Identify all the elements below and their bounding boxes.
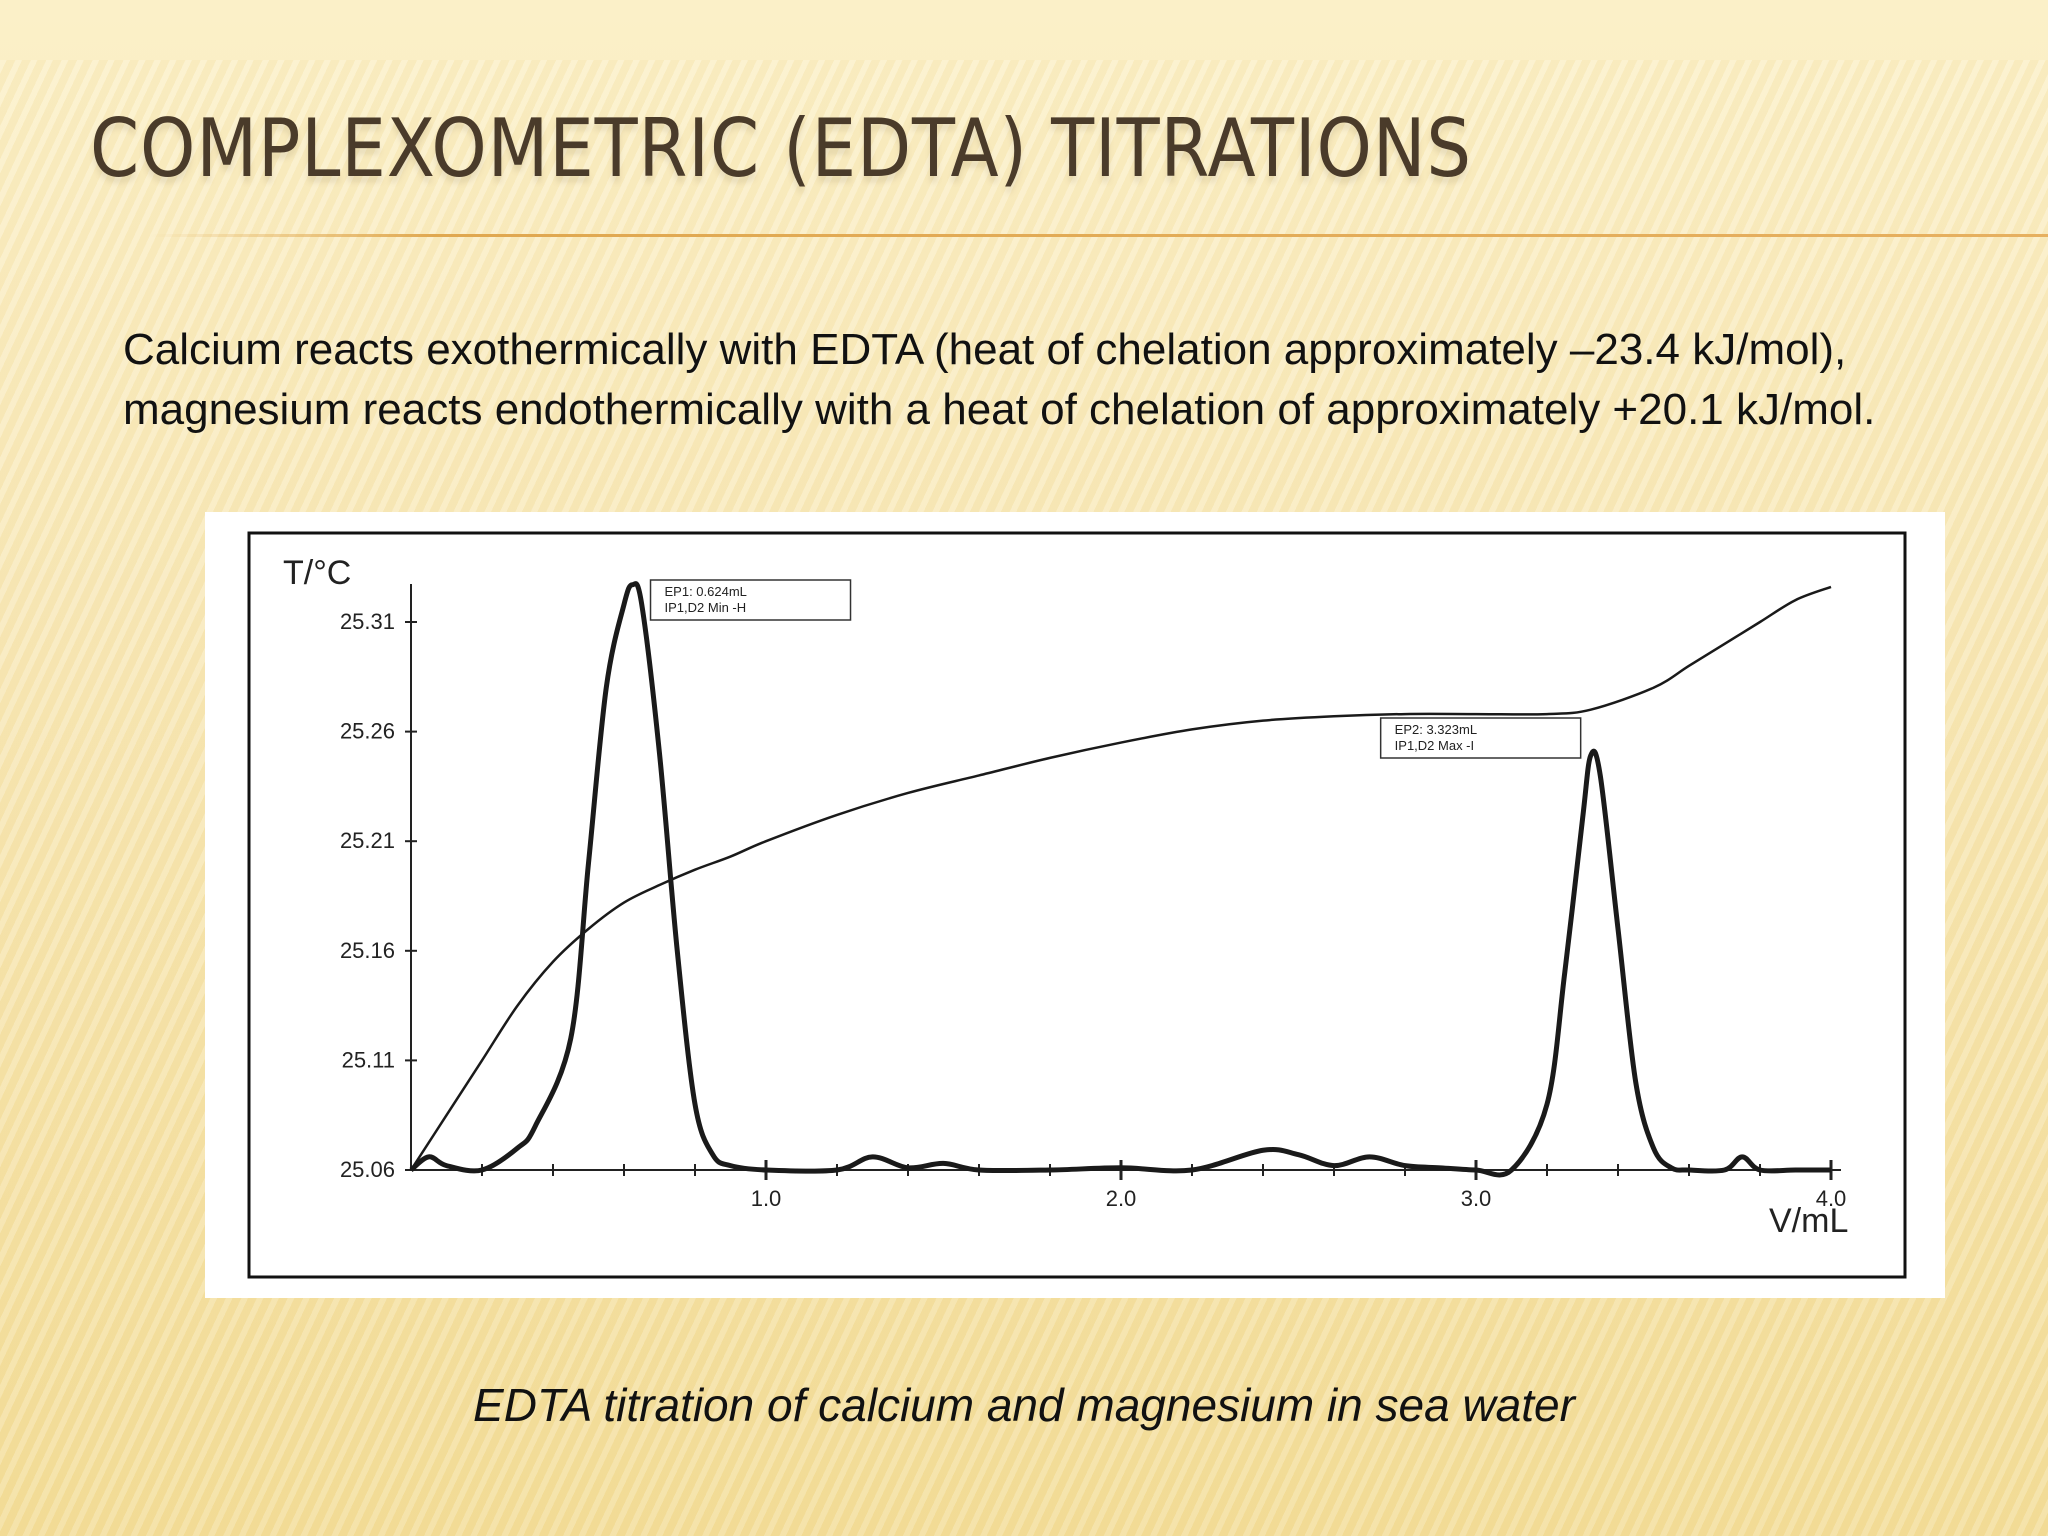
figure-caption: EDTA titration of calcium and magnesium … xyxy=(473,1379,1575,1431)
x-tick-label: 2.0 xyxy=(1106,1186,1137,1211)
x-axis-label: V/mL xyxy=(1769,1202,1848,1240)
y-axis-label: T/°C xyxy=(283,554,351,592)
chart-panel: T/°C V/mL 25.06 25.11 25.16 25.21 25.26 25.31 1.… xyxy=(205,512,1945,1298)
endpoint-annotation-text: IP1,D2 Max -I xyxy=(1395,738,1474,753)
body-text: Calcium reacts exothermically with EDTA … xyxy=(123,325,1876,434)
y-tick-label: 25.16 xyxy=(340,938,395,963)
y-tick-label: 25.31 xyxy=(340,609,395,634)
title-divider xyxy=(150,234,2048,237)
endpoint-annotation-box xyxy=(649,579,852,621)
chart-frame xyxy=(247,531,1907,1279)
y-tick-label: 25.06 xyxy=(340,1157,395,1182)
endpoint-annotation-text: EP1: 0.624mL xyxy=(665,584,747,599)
x-tick-label: 1.0 xyxy=(751,1186,782,1211)
x-tick-label: 4.0 xyxy=(1816,1186,1847,1211)
y-tick-label: 25.11 xyxy=(342,1047,395,1072)
derivative-curve xyxy=(409,581,1831,1178)
endpoint-annotation-text: IP1,D2 Min -H xyxy=(665,600,747,615)
slide-title: Complexometric (EDTA) Titrations xyxy=(90,102,1472,195)
y-tick-label: 25.21 xyxy=(340,828,395,853)
endpoint-annotation-box xyxy=(1379,717,1582,759)
y-tick-label: 25.26 xyxy=(340,719,395,744)
temperature-curve xyxy=(409,585,1832,1171)
x-tick-label: 3.0 xyxy=(1461,1186,1492,1211)
endpoint-annotation-text: EP2: 3.323mL xyxy=(1395,722,1477,737)
titration-chart: T/°C V/mL 25.06 25.11 25.16 25.21 25.26 25.31 1.… xyxy=(247,531,1907,1279)
